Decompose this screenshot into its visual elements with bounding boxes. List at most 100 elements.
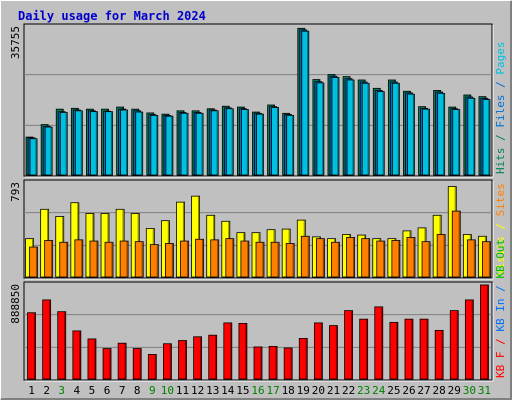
bar-kb-f-day-19 bbox=[298, 337, 308, 380]
bar-pages-day-11 bbox=[180, 112, 189, 176]
bar-kb-f-day-13 bbox=[208, 334, 218, 380]
bar-sites-day-5 bbox=[89, 240, 99, 278]
bar-kb-f-day-4 bbox=[72, 330, 82, 380]
x-tick-label-day-16: 16 bbox=[251, 384, 264, 397]
x-tick-label-day-17: 17 bbox=[266, 384, 279, 397]
bar-sites-day-4 bbox=[74, 239, 84, 278]
bar-sites-day-6 bbox=[104, 241, 114, 278]
bar-pages-day-9 bbox=[150, 115, 159, 176]
x-tick-label-day-6: 6 bbox=[104, 384, 111, 397]
bar-shade bbox=[305, 338, 307, 379]
legend-item: Sites bbox=[494, 183, 507, 216]
bar-kb-f-day-31 bbox=[480, 284, 489, 380]
bar-shade bbox=[443, 93, 445, 175]
x-tick-label-day-1: 1 bbox=[28, 384, 35, 397]
bar-sites-day-11 bbox=[180, 240, 189, 278]
bar-shade bbox=[79, 331, 81, 379]
bar-shade bbox=[182, 202, 185, 277]
bar-shade bbox=[337, 77, 339, 175]
bar-shade bbox=[441, 330, 443, 379]
legend: Visits / Sites bbox=[494, 183, 507, 276]
bar-shade bbox=[202, 239, 204, 277]
legend-separator: / bbox=[494, 75, 507, 95]
bar-shade bbox=[322, 239, 324, 277]
bar-shade bbox=[33, 313, 36, 379]
bar-shade bbox=[456, 311, 458, 379]
bar-shade bbox=[217, 240, 219, 277]
bar-pages-day-5 bbox=[90, 111, 98, 176]
x-tick-label-day-2: 2 bbox=[43, 384, 50, 397]
bar-shade bbox=[232, 239, 234, 277]
bar-shade bbox=[169, 344, 172, 379]
bar-shade bbox=[154, 354, 156, 379]
x-tick-label-day-29: 29 bbox=[448, 384, 461, 397]
bar-sites-day-8 bbox=[134, 241, 144, 278]
bar-shade bbox=[350, 311, 353, 379]
y-axis-max-label: 793 bbox=[9, 182, 22, 202]
bar-pages-day-26 bbox=[407, 93, 415, 176]
legend-item: KB F bbox=[494, 352, 507, 379]
bar-pages-day-22 bbox=[346, 79, 355, 176]
bar-shade bbox=[352, 80, 354, 175]
bar-shade bbox=[458, 110, 460, 175]
bar-shade bbox=[366, 319, 368, 379]
bar-sites-day-27 bbox=[421, 241, 431, 278]
x-tick-label-day-27: 27 bbox=[417, 384, 430, 397]
bar-shade bbox=[141, 242, 143, 277]
bar-shade bbox=[473, 98, 475, 175]
bar-pages-day-28 bbox=[437, 92, 446, 176]
x-tick-label-day-18: 18 bbox=[282, 384, 295, 397]
x-tick-label-day-12: 12 bbox=[191, 384, 204, 397]
x-tick-label-day-21: 21 bbox=[327, 384, 340, 397]
bar-shade bbox=[428, 242, 430, 277]
x-tick-label-day-28: 28 bbox=[433, 384, 446, 397]
bar-shade bbox=[443, 234, 445, 277]
bar-sites-day-15 bbox=[240, 240, 250, 278]
bar-shade bbox=[320, 323, 322, 379]
bar-shade bbox=[246, 110, 248, 175]
bar-shade bbox=[139, 349, 141, 379]
legend: Hits / Files / Pages bbox=[494, 42, 507, 175]
bar-shade bbox=[427, 109, 430, 175]
bar-shade bbox=[51, 240, 53, 277]
bar-shade bbox=[66, 242, 68, 277]
bar-shade bbox=[471, 300, 473, 379]
x-tick-label-day-26: 26 bbox=[402, 384, 415, 397]
bar-shade bbox=[171, 243, 174, 277]
bar-shade bbox=[486, 285, 489, 379]
panel-hits_files_pages: 35755 Hits / Files / Pages bbox=[9, 23, 507, 178]
bar-pages-day-24 bbox=[376, 91, 385, 176]
bar-shade bbox=[277, 107, 279, 175]
bar-shade bbox=[49, 300, 51, 379]
bar-shade bbox=[111, 242, 113, 277]
bar-sites-day-28 bbox=[436, 234, 446, 278]
bar-shade bbox=[126, 241, 128, 277]
bar-shade bbox=[290, 348, 292, 379]
y-axis-max-label: 35755 bbox=[9, 26, 22, 59]
bar-shade bbox=[81, 240, 83, 277]
legend-item: Files bbox=[494, 95, 507, 128]
x-tick-label-day-15: 15 bbox=[236, 384, 249, 397]
bar-pages-day-27 bbox=[422, 108, 430, 176]
bar-pages-day-14 bbox=[225, 108, 234, 176]
x-tick-label-day-11: 11 bbox=[176, 384, 189, 397]
bar-shade bbox=[50, 127, 52, 175]
bars bbox=[25, 186, 491, 278]
bar-shade bbox=[230, 323, 232, 379]
legend: KB F / KB In / KB Out bbox=[494, 239, 507, 378]
bar-shade bbox=[96, 241, 98, 277]
x-tick-label-day-30: 30 bbox=[463, 384, 476, 397]
bar-sites-day-9 bbox=[149, 244, 159, 278]
x-tick-label-day-5: 5 bbox=[89, 384, 96, 397]
bar-kb-f-day-22 bbox=[344, 310, 353, 380]
bar-kb-f-day-28 bbox=[434, 329, 444, 380]
bar-sites-day-30 bbox=[466, 239, 476, 278]
bar-pages-day-10 bbox=[165, 115, 174, 176]
bar-shade bbox=[488, 242, 491, 277]
bars bbox=[27, 284, 489, 380]
bar-shade bbox=[322, 83, 324, 175]
bar-shade bbox=[215, 335, 217, 379]
bar-pages-day-8 bbox=[135, 111, 144, 176]
bar-kb-f-day-15 bbox=[238, 323, 248, 380]
